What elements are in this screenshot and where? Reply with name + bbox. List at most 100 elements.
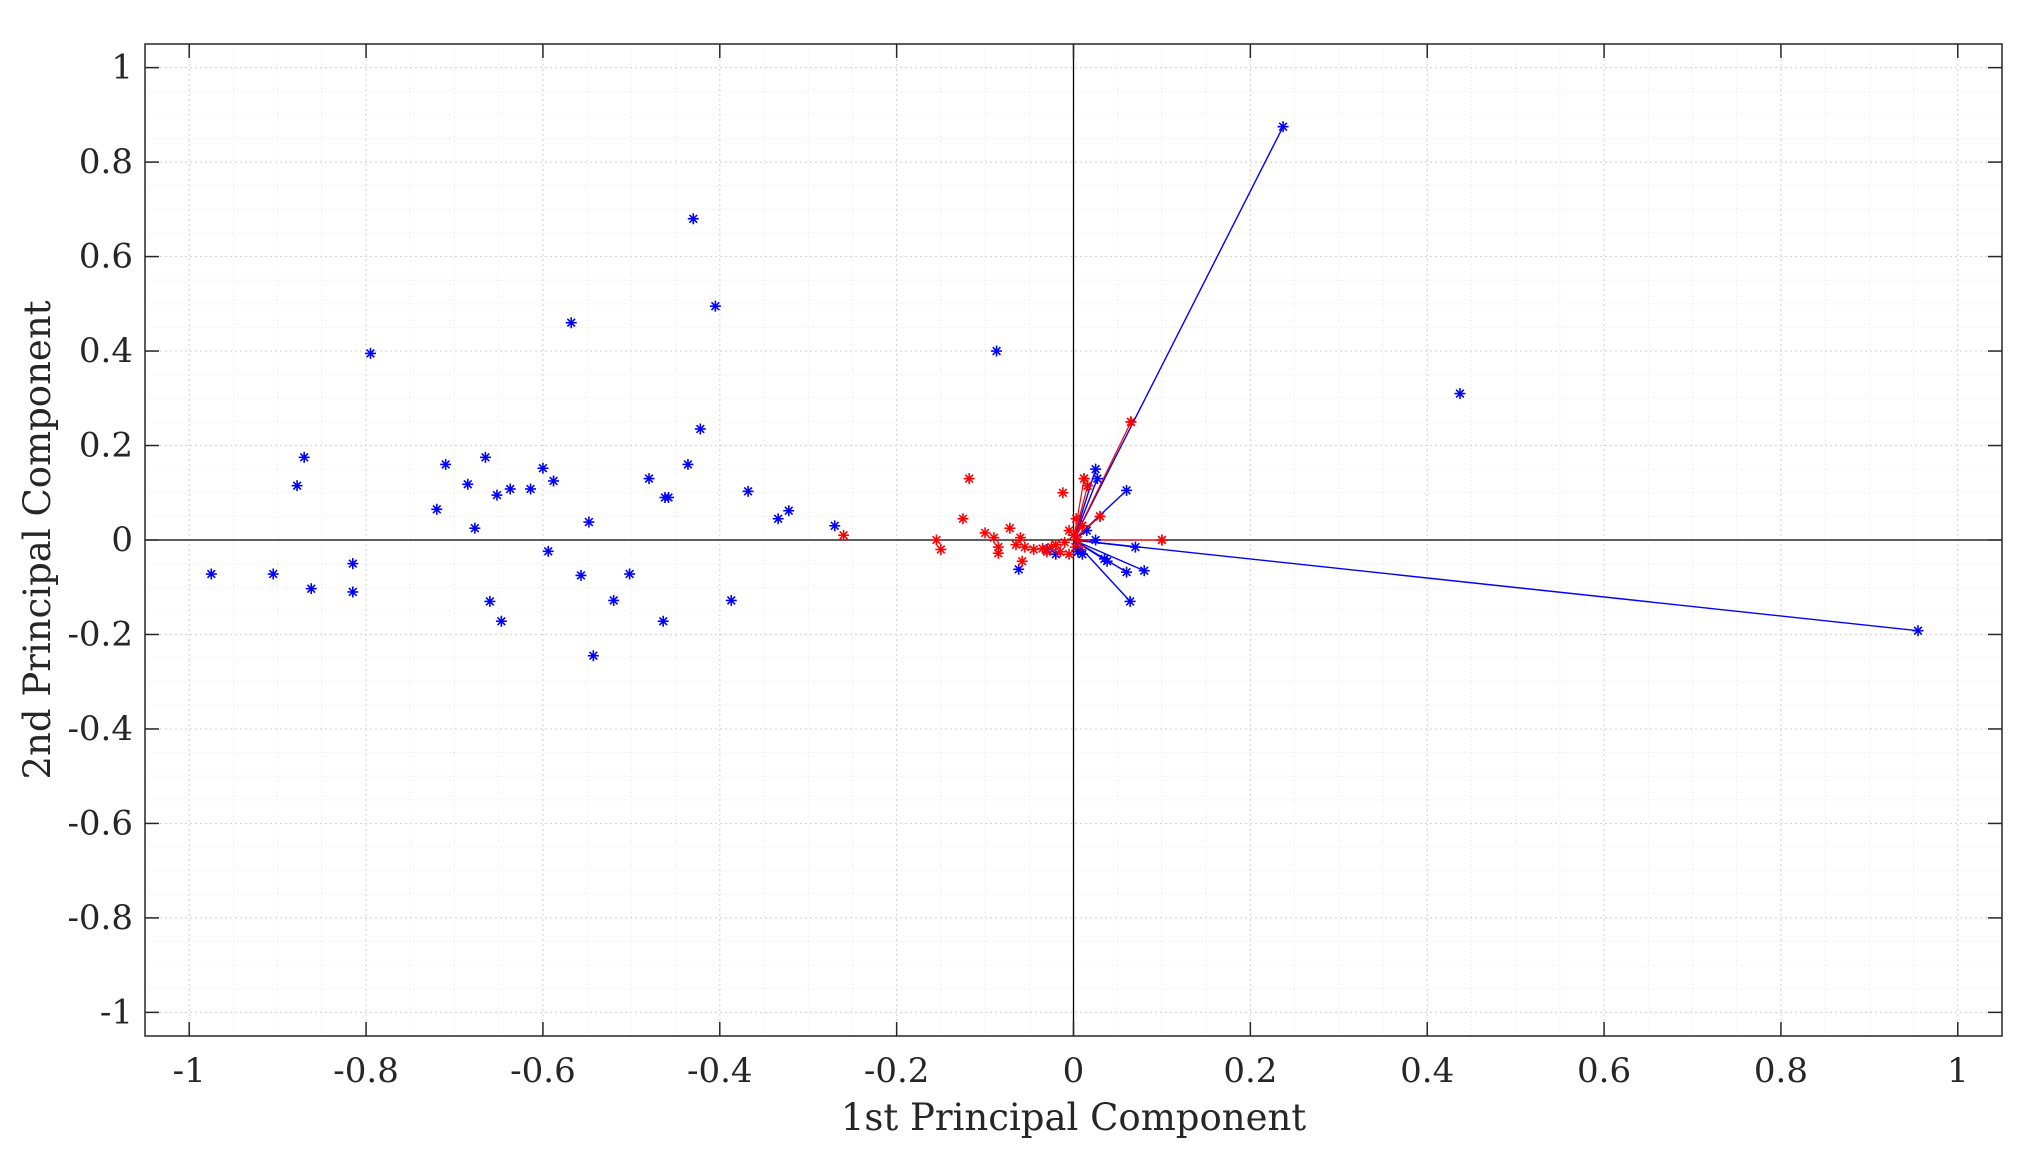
- data-point: [565, 317, 577, 329]
- data-point: [1121, 566, 1133, 578]
- data-point: [991, 345, 1003, 357]
- data-point: [479, 451, 491, 463]
- data-point: [725, 594, 737, 606]
- data-point: [992, 547, 1004, 559]
- data-point: [1454, 388, 1466, 400]
- data-point: [1078, 473, 1090, 485]
- data-point: [709, 300, 721, 312]
- data-point: [1050, 539, 1062, 551]
- data-point: [1013, 563, 1025, 575]
- data-point: [1010, 539, 1022, 551]
- data-point: [1059, 536, 1071, 548]
- y-tick-label: -0.6: [67, 803, 133, 843]
- data-point: [1912, 625, 1924, 637]
- x-axis-label: 1st Principal Component: [841, 1096, 1306, 1139]
- data-point: [988, 532, 1000, 544]
- x-tick-label: 0.8: [1754, 1051, 1808, 1091]
- y-axis-label: 2nd Principal Component: [16, 300, 59, 779]
- data-point: [1277, 121, 1289, 133]
- x-tick-label: -0.4: [687, 1051, 753, 1091]
- x-tick-labels: -1 -0.8 -0.6 -0.4 -0.2 0 0.2 0.4 0.6 0.8 1: [173, 1051, 1969, 1091]
- data-point: [1057, 487, 1069, 499]
- data-point: [431, 503, 443, 515]
- data-point: [783, 505, 795, 517]
- data-point: [504, 483, 516, 495]
- data-point: [347, 558, 359, 570]
- loading-vector: [1073, 539, 1145, 572]
- x-tick-label: -1: [173, 1051, 206, 1091]
- x-tick-label: 0.6: [1577, 1051, 1631, 1091]
- data-point: [838, 529, 850, 541]
- x-tick-label: -0.8: [333, 1051, 399, 1091]
- y-tick-label: 0.2: [79, 426, 133, 466]
- data-point: [1014, 532, 1026, 544]
- data-point: [979, 527, 991, 539]
- y-tick-label: -1: [100, 992, 133, 1032]
- tick-marks: [145, 44, 2002, 1036]
- x-tick-label: -0.2: [864, 1051, 930, 1091]
- data-point: [440, 458, 452, 470]
- data-point: [682, 458, 694, 470]
- data-point: [1138, 565, 1150, 577]
- data-point: [694, 423, 706, 435]
- data-point: [305, 583, 317, 595]
- data-point: [608, 594, 620, 606]
- data-point: [930, 534, 942, 546]
- data-point: [298, 451, 310, 463]
- data-point: [1072, 546, 1084, 558]
- data-point: [484, 595, 496, 607]
- loading-vector: [1072, 126, 1284, 541]
- data-point: [1076, 520, 1088, 532]
- loading-vector: [1073, 539, 1136, 548]
- data-point: [1028, 543, 1040, 555]
- data-point: [662, 491, 674, 503]
- data-point: [772, 513, 784, 525]
- score-points: [205, 121, 1924, 662]
- data-point: [1004, 522, 1016, 534]
- data-point: [643, 473, 655, 485]
- data-point: [829, 520, 841, 532]
- data-point: [1090, 463, 1102, 475]
- data-point: [742, 485, 754, 497]
- data-point: [587, 650, 599, 662]
- red-vector: [1072, 421, 1132, 541]
- x-tick-label: 0.2: [1223, 1051, 1277, 1091]
- data-point: [469, 522, 481, 534]
- data-point: [537, 462, 549, 474]
- data-point: [1121, 484, 1133, 496]
- y-tick-label: -0.8: [67, 898, 133, 938]
- data-point: [462, 478, 474, 490]
- data-point: [1054, 546, 1066, 558]
- loading-vector: [1072, 478, 1099, 541]
- data-point: [1098, 553, 1110, 565]
- x-tick-label: -0.6: [510, 1051, 576, 1091]
- data-point: [957, 513, 969, 525]
- red-vector: [1072, 478, 1085, 541]
- data-point: [1063, 548, 1075, 560]
- y-tick-label: 0.4: [79, 331, 133, 371]
- data-point: [1016, 555, 1028, 567]
- data-point: [1125, 416, 1137, 428]
- data-point: [525, 483, 537, 495]
- data-point: [364, 347, 376, 359]
- data-point: [548, 475, 560, 487]
- data-point: [1019, 541, 1031, 553]
- data-point: [1124, 595, 1136, 607]
- y-tick-label: -0.2: [67, 614, 133, 654]
- data-point: [1094, 510, 1106, 522]
- data-point: [495, 615, 507, 627]
- data-point: [1070, 513, 1082, 525]
- data-point: [575, 569, 587, 581]
- data-point: [687, 213, 699, 225]
- y-tick-label: 0.8: [79, 142, 133, 182]
- data-point: [491, 489, 503, 501]
- data-point: [1156, 534, 1168, 546]
- data-point: [542, 545, 554, 557]
- data-point: [657, 615, 669, 627]
- data-point: [583, 516, 595, 528]
- y-tick-label: 0.6: [79, 237, 133, 277]
- y-tick-labels: 1 0.8 0.6 0.4 0.2 0 -0.2 -0.4 -0.6 -0.8 -1: [67, 48, 133, 1033]
- x-tick-label: 0.4: [1400, 1051, 1454, 1091]
- y-tick-label: 0: [111, 520, 133, 560]
